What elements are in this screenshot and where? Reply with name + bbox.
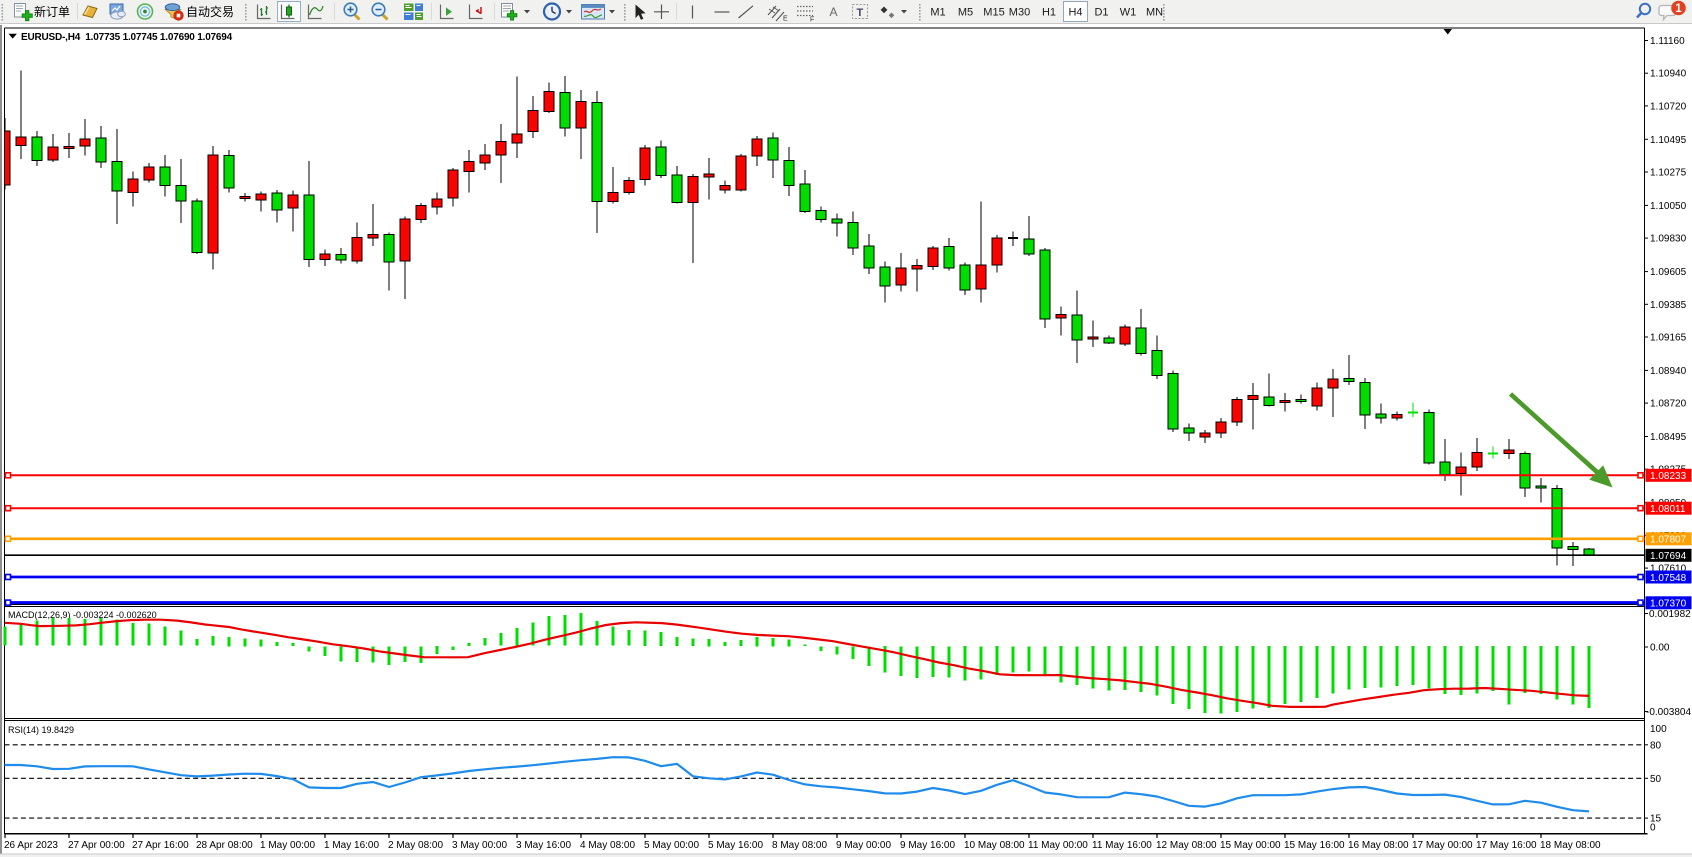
svg-text:MACD(12,26,9) -0.003224 -0.002: MACD(12,26,9) -0.003224 -0.002620 [8, 610, 157, 620]
svg-text:1.07694: 1.07694 [1650, 551, 1687, 562]
svg-text:8 May 08:00: 8 May 08:00 [772, 840, 827, 851]
svg-text:EURUSD-,H4 1.07735 1.07745 1.: EURUSD-,H4 1.07735 1.07745 1.07690 1.076… [21, 32, 233, 43]
svg-text:27 Apr 00:00: 27 Apr 00:00 [68, 840, 125, 851]
svg-text:H1: H1 [1042, 7, 1056, 19]
svg-text:1.09830: 1.09830 [1650, 234, 1687, 245]
svg-text:1.11160: 1.11160 [1650, 36, 1685, 47]
svg-text:A: A [830, 5, 838, 19]
svg-text:12 May 08:00: 12 May 08:00 [1156, 840, 1217, 851]
svg-text:1.10720: 1.10720 [1650, 101, 1687, 112]
svg-text:H4: H4 [1068, 7, 1082, 19]
svg-text:9 May 00:00: 9 May 00:00 [836, 840, 891, 851]
svg-text:16 May 08:00: 16 May 08:00 [1348, 840, 1409, 851]
svg-text:1.10495: 1.10495 [1650, 135, 1687, 146]
svg-text:T: T [857, 7, 864, 19]
svg-text:28 Apr 08:00: 28 Apr 08:00 [196, 840, 253, 851]
svg-text:D1: D1 [1094, 7, 1108, 19]
svg-text:1.08940: 1.08940 [1650, 366, 1687, 377]
svg-text:1 May 16:00: 1 May 16:00 [324, 840, 379, 851]
svg-text:15 May 00:00: 15 May 00:00 [1220, 840, 1281, 851]
svg-text:5 May 00:00: 5 May 00:00 [644, 840, 699, 851]
svg-text:50: 50 [1650, 774, 1662, 785]
svg-text:1.08233: 1.08233 [1650, 471, 1687, 482]
svg-text:3 May 00:00: 3 May 00:00 [452, 840, 507, 851]
svg-text:11 May 16:00: 11 May 16:00 [1092, 840, 1152, 851]
svg-text:15: 15 [1650, 814, 1662, 825]
svg-text:新订单: 新订单 [34, 4, 70, 19]
svg-text:1.09385: 1.09385 [1650, 300, 1687, 311]
svg-text:1: 1 [1675, 3, 1682, 15]
svg-text:0.001982: 0.001982 [1649, 609, 1691, 620]
svg-text:M30: M30 [1009, 7, 1030, 19]
svg-text:5 May 16:00: 5 May 16:00 [708, 840, 763, 851]
svg-text:1.08720: 1.08720 [1650, 399, 1687, 410]
svg-text:11 May 00:00: 11 May 00:00 [1028, 840, 1088, 851]
svg-text:1.10275: 1.10275 [1650, 168, 1687, 179]
svg-text:0.00: 0.00 [1650, 643, 1670, 654]
svg-text:80: 80 [1650, 740, 1662, 751]
svg-text:E: E [783, 16, 788, 23]
svg-text:1.08011: 1.08011 [1650, 504, 1686, 515]
svg-text:1.09605: 1.09605 [1650, 267, 1687, 278]
svg-text:10 May 08:00: 10 May 08:00 [964, 840, 1025, 851]
svg-text:1.07548: 1.07548 [1650, 573, 1687, 584]
svg-text:-0.003804: -0.003804 [1646, 707, 1691, 718]
svg-text:M15: M15 [983, 7, 1004, 19]
svg-text:2 May 08:00: 2 May 08:00 [388, 840, 443, 851]
svg-text:1.07807: 1.07807 [1650, 535, 1687, 546]
svg-text:3 May 16:00: 3 May 16:00 [516, 840, 571, 851]
svg-text:1 May 00:00: 1 May 00:00 [260, 840, 315, 851]
svg-text:M5: M5 [958, 7, 973, 19]
svg-text:18 May 08:00: 18 May 08:00 [1540, 840, 1601, 851]
svg-text:1.09165: 1.09165 [1650, 333, 1687, 344]
svg-text:1.08495: 1.08495 [1650, 432, 1687, 443]
svg-text:1.10940: 1.10940 [1650, 69, 1687, 80]
svg-text:4 May 08:00: 4 May 08:00 [580, 840, 635, 851]
svg-text:9 May 16:00: 9 May 16:00 [900, 840, 955, 851]
svg-text:F: F [810, 17, 814, 24]
svg-text:27 Apr 16:00: 27 Apr 16:00 [132, 840, 189, 851]
svg-text:M1: M1 [930, 7, 945, 19]
svg-text:15 May 16:00: 15 May 16:00 [1284, 840, 1345, 851]
svg-text:26 Apr 2023: 26 Apr 2023 [4, 840, 58, 851]
svg-text:100: 100 [1650, 724, 1667, 735]
svg-text:MN: MN [1146, 7, 1163, 19]
svg-text:17 May 00:00: 17 May 00:00 [1412, 840, 1473, 851]
svg-text:W1: W1 [1120, 7, 1137, 19]
svg-text:自动交易: 自动交易 [186, 4, 234, 19]
svg-text:17 May 16:00: 17 May 16:00 [1476, 840, 1537, 851]
svg-text:1.10050: 1.10050 [1650, 201, 1687, 212]
svg-text:RSI(14) 19.8429: RSI(14) 19.8429 [8, 725, 74, 735]
svg-text:1.07610: 1.07610 [1650, 564, 1687, 575]
svg-text:1.07370: 1.07370 [1650, 599, 1687, 610]
svg-text:0: 0 [1650, 823, 1656, 834]
